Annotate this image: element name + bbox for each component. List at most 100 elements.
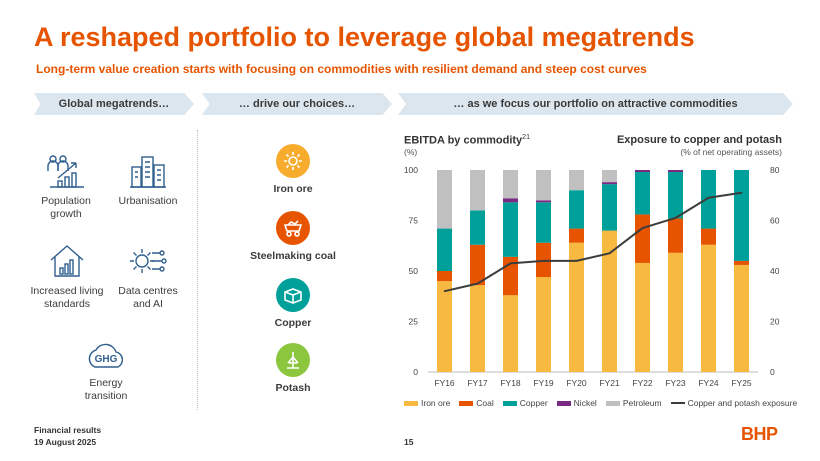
x-tick-label: FY18	[500, 378, 521, 388]
exposure-line	[444, 191, 742, 293]
gear-network-icon	[130, 249, 167, 273]
bhp-logo: BHP	[741, 424, 778, 444]
y2-tick-label: 80	[770, 165, 780, 175]
bar-petroleum	[437, 170, 452, 229]
legend-item: Iron ore	[404, 398, 450, 408]
legend-label: Petroleum	[622, 398, 662, 408]
chart-right-unit: (% of net operating assets)	[680, 147, 782, 157]
page-number: 15	[404, 437, 414, 447]
x-tick-label: FY23	[665, 378, 686, 388]
bar-petroleum	[503, 170, 518, 199]
bar-coal	[701, 228, 716, 245]
x-tick-label: FY24	[698, 378, 719, 388]
bar-nickel	[635, 170, 650, 173]
bar-petroleum	[470, 170, 485, 211]
chevron-megatrends: Global megatrends…	[34, 93, 194, 115]
legend-label: Nickel	[573, 398, 597, 408]
chevron-choices: … drive our choices…	[202, 93, 392, 115]
bar-coal	[437, 271, 452, 282]
ghg-icon: GHG	[88, 343, 124, 368]
megatrend-urbanisation: Urbanisation	[110, 153, 186, 208]
bar-petroleum	[569, 170, 584, 191]
bar-coal	[668, 218, 683, 253]
megatrend-data-centres: Data centres and AI	[110, 243, 186, 311]
legend-swatch	[556, 400, 571, 406]
legend-item: Coal	[459, 398, 494, 408]
exposure-point	[476, 282, 479, 285]
exposure-point	[575, 260, 578, 262]
bar-copper	[569, 190, 584, 229]
bar-copper	[470, 210, 485, 245]
legend-swatch	[502, 400, 517, 406]
bar-copper	[701, 170, 716, 229]
bar-coal	[569, 228, 584, 243]
y-tick-label: 25	[409, 317, 419, 327]
choice-potash: Potash	[258, 343, 328, 394]
bar-coal	[635, 214, 650, 263]
bar-iron-ore	[734, 264, 749, 372]
bar-copper	[437, 228, 452, 271]
chart-right-title: Exposure to copper and potash	[616, 134, 782, 146]
exposure-point	[740, 191, 743, 194]
y-tick-label: 100	[404, 165, 418, 175]
bar-copper	[536, 202, 551, 243]
potash-plant-icon	[276, 343, 310, 377]
x-tick-label: FY22	[632, 378, 653, 388]
x-tick-label: FY20	[566, 378, 587, 388]
choice-iron-ore: Iron ore	[258, 144, 328, 195]
page-title: A reshaped portfolio to leverage global …	[34, 22, 695, 52]
footer-date: 19 August 2025	[34, 437, 97, 447]
x-tick-label: FY21	[599, 378, 620, 388]
bar-petroleum	[602, 170, 617, 183]
legend-item: Copper and potash exposure	[670, 398, 797, 408]
y-tick-label: 0	[413, 367, 418, 377]
bar-iron-ore	[602, 230, 617, 372]
legend-item: Nickel	[556, 398, 597, 408]
page-subtitle: Long-term value creation starts with foc…	[36, 62, 647, 76]
legend-swatch	[459, 400, 474, 406]
bar-coal	[734, 260, 749, 265]
copper-cathode-icon	[276, 278, 310, 312]
exposure-point	[509, 262, 512, 265]
megatrend-energy-transition: GHG Energy transition	[66, 341, 146, 403]
bar-iron-ore	[701, 244, 716, 372]
bar-iron-ore	[569, 242, 584, 372]
megatrend-population: Population growth	[28, 153, 104, 221]
bar-nickel	[602, 182, 617, 185]
bar-coal	[536, 242, 551, 278]
chart-left-title: EBITDA by commodity21	[404, 134, 530, 147]
exposure-point	[674, 217, 677, 219]
x-tick-label: FY25	[731, 378, 752, 388]
bar-iron-ore	[503, 295, 518, 372]
section-divider	[197, 130, 198, 410]
exposure-point	[443, 290, 446, 292]
legend-swatch	[605, 400, 620, 406]
bar-petroleum	[536, 170, 551, 201]
bar-iron-ore	[536, 277, 551, 372]
legend-line-swatch	[670, 402, 685, 404]
bar-copper	[734, 170, 749, 261]
bar-nickel	[668, 170, 683, 173]
house-chart-icon	[50, 245, 84, 277]
megatrend-living-standards: Increased living standards	[26, 243, 108, 311]
y-tick-label: 75	[409, 216, 419, 226]
bar-nickel	[536, 200, 551, 203]
svg-text:GHG: GHG	[95, 354, 118, 365]
bar-copper	[503, 202, 518, 257]
choice-copper: Copper	[258, 278, 328, 329]
legend-item: Copper	[502, 398, 548, 408]
x-tick-label: FY16	[434, 378, 455, 388]
bar-iron-ore	[470, 285, 485, 372]
bar-iron-ore	[668, 252, 683, 372]
bar-coal	[470, 244, 485, 286]
bar-copper	[635, 172, 650, 215]
coal-truck-icon	[276, 211, 310, 245]
x-tick-label: FY19	[533, 378, 554, 388]
ebitda-chart: 0 25 50 75 100 0 20 40 60 80 FY16 FY17 FY18 FY19 FY20 F…	[404, 165, 780, 388]
exposure-point	[608, 252, 611, 255]
legend-label: Coal	[476, 398, 494, 408]
legend-label: Iron ore	[421, 398, 451, 408]
y2-tick-label: 60	[770, 216, 780, 226]
chart-left-unit: (%)	[404, 147, 418, 157]
chart-legend: Iron ore Coal Copper Nickel Petroleum Copper …	[404, 398, 797, 408]
